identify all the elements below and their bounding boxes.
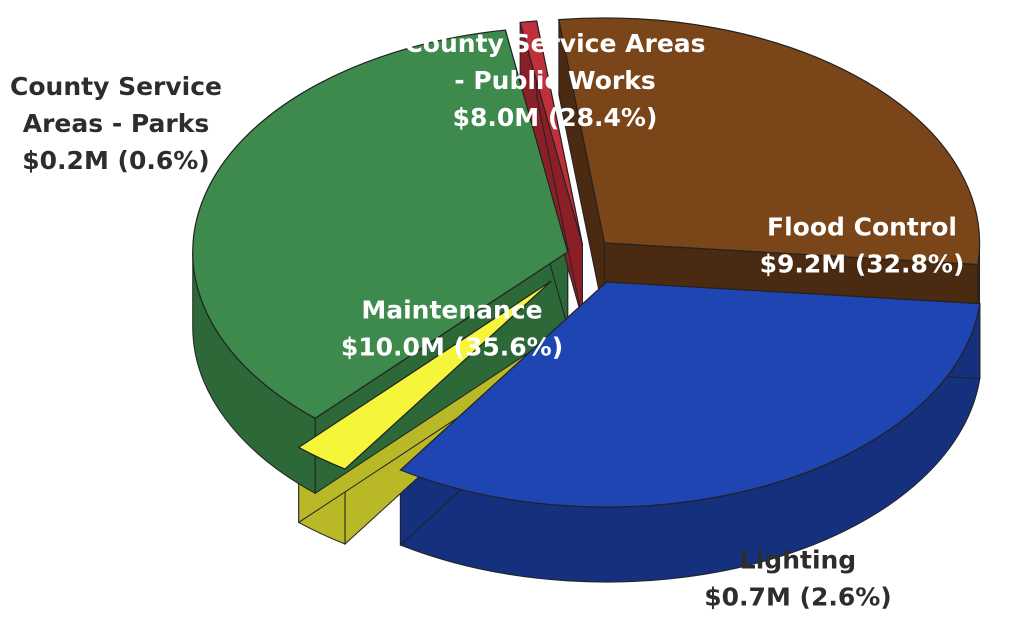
pie-slice-lighting xyxy=(297,280,552,470)
slice-label-0-line-1: - Public Works xyxy=(454,66,655,95)
slice-label-4-line-1: Areas - Parks xyxy=(23,109,210,138)
pie-slice-county-service-areas-parks xyxy=(519,20,583,245)
pie-slice-county-service-areas-public-works xyxy=(558,17,981,266)
pie-slice-flood-control xyxy=(399,281,981,508)
slice-label-0-line-0: County Service Areas xyxy=(404,29,705,58)
slice-label-1-line-0: Flood Control xyxy=(767,213,957,242)
slice-label-3-line-0: Maintenance xyxy=(361,296,542,325)
pie-labels: County Service Areas - Public Works $8.0M … xyxy=(10,29,964,612)
pie-top-faces xyxy=(192,17,981,508)
slice-label-0-line-2: $8.0M (28.4%) xyxy=(453,103,658,132)
slice-label-3-line-1: $10.0M (35.6%) xyxy=(341,333,563,362)
slice-label-4-line-2: $0.2M (0.6%) xyxy=(22,146,209,175)
slice-label-2-line-0: Lighting xyxy=(740,546,856,575)
slice-label-1-line-1: $9.2M (32.8%) xyxy=(760,250,965,279)
slice-label-4-line-0: County Service xyxy=(10,72,222,101)
pie-slice-maintenance xyxy=(192,29,569,420)
slice-label-2-line-1: $0.7M (2.6%) xyxy=(704,583,891,612)
